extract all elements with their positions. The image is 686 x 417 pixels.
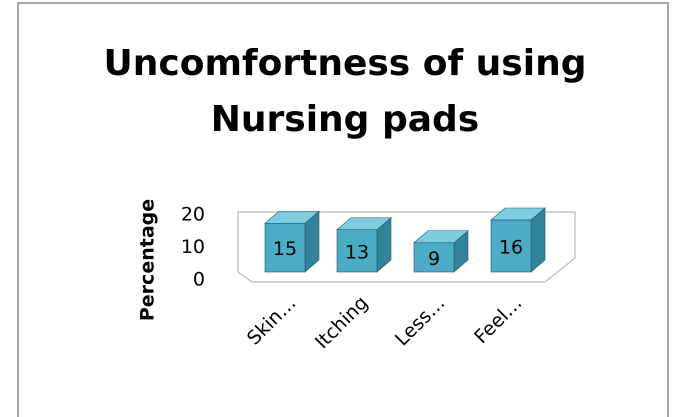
chart-title: Uncomfortness of using Nursing pads — [103, 43, 587, 140]
data-label: 9 — [428, 248, 440, 270]
chart-border — [17, 2, 669, 417]
x-tick-label: Feel… — [470, 292, 526, 348]
bar — [413, 242, 455, 273]
x-tick-label: Less… — [391, 292, 450, 351]
back-wall — [237, 211, 576, 272]
y-axis-label: Percentage — [137, 199, 159, 321]
data-label: 16 — [499, 237, 523, 259]
y-tick-label: 0 — [193, 269, 205, 291]
bar — [264, 222, 306, 273]
plot-walls — [237, 211, 576, 283]
bar — [490, 219, 532, 273]
data-label: 13 — [345, 241, 369, 263]
y-tick-label: 20 — [181, 204, 205, 226]
x-tick-label: Itching — [311, 292, 372, 353]
x-tick-label: Skin… — [243, 292, 301, 350]
bar — [336, 229, 378, 273]
floor — [237, 257, 576, 283]
data-label: 15 — [273, 238, 297, 260]
y-tick-label: 10 — [181, 236, 205, 258]
